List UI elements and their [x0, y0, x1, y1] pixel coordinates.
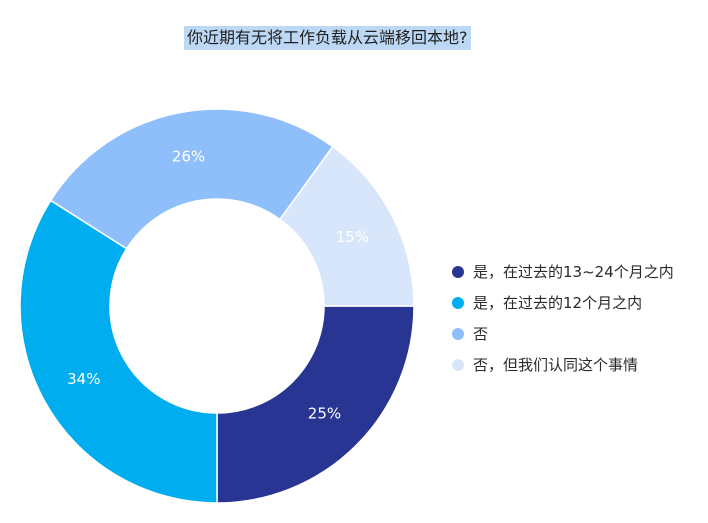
data-label-13-24-months: 25% [308, 404, 341, 422]
legend: 是，在过去的13~24个月之内 是，在过去的12个月之内 否 否，但我们认同这个… [452, 256, 702, 380]
data-label-12-months: 34% [67, 370, 100, 388]
legend-marker [452, 358, 464, 371]
slice-no [49, 108, 334, 250]
legend-item: 否 [452, 318, 702, 349]
slice-12-months [19, 199, 218, 504]
legend-item: 否，但我们认同这个事情 [452, 349, 702, 380]
chart-title: 你近期有无将工作负载从云端移回本地? [184, 26, 471, 50]
legend-label: 是，在过去的12个月之内 [473, 294, 643, 312]
data-label-no-but-agree: 15% [336, 228, 369, 246]
slice-no-but-agree [278, 145, 415, 307]
legend-item: 是，在过去的13~24个月之内 [452, 256, 702, 287]
slice-13-24-months [216, 305, 415, 504]
legend-marker [452, 296, 464, 309]
legend-item: 是，在过去的12个月之内 [452, 287, 702, 318]
legend-label: 是，在过去的13~24个月之内 [473, 263, 674, 281]
legend-marker [452, 265, 464, 278]
legend-label: 否 [473, 325, 489, 343]
legend-label: 否，但我们认同这个事情 [473, 356, 639, 374]
legend-marker [452, 327, 464, 340]
data-label-no: 26% [172, 148, 205, 166]
